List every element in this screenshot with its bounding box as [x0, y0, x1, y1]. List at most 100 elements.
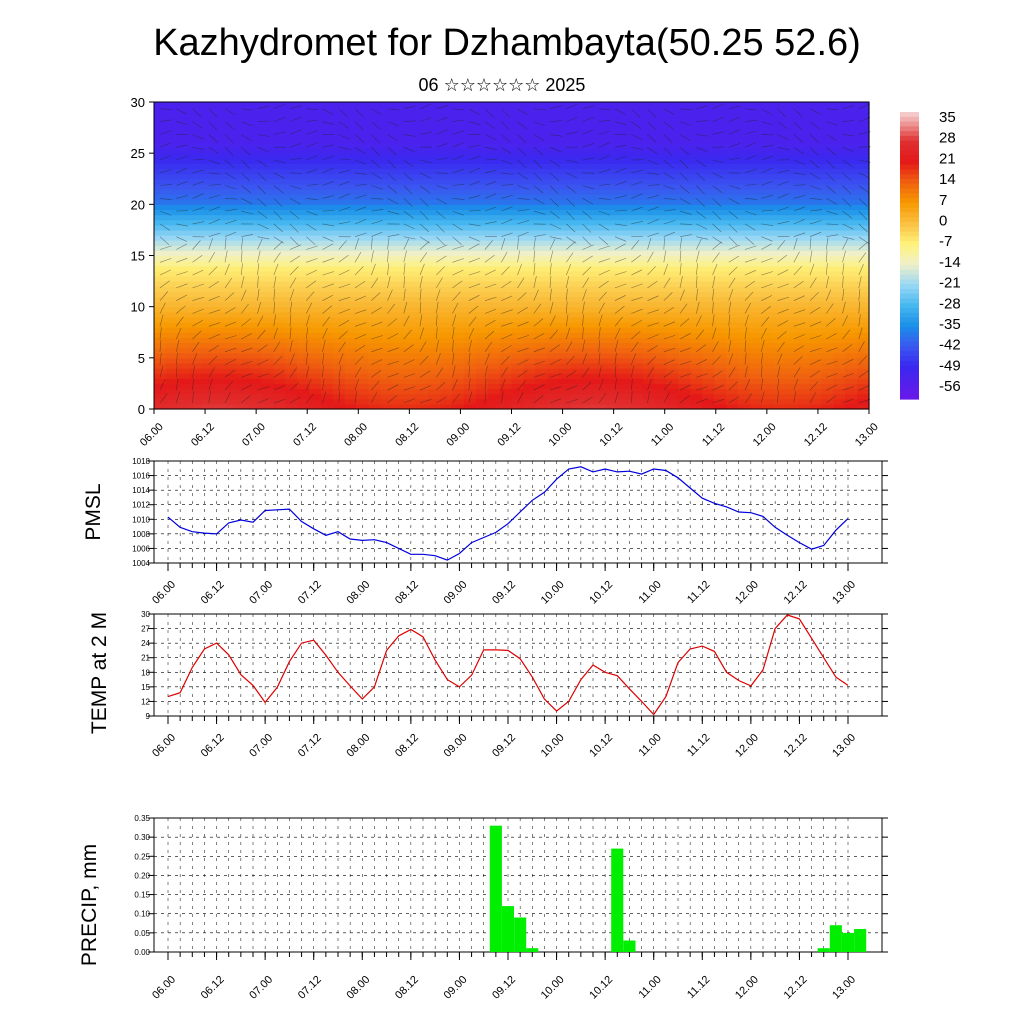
heat-cell — [451, 311, 465, 318]
heat-cell — [404, 383, 417, 390]
heat-cell — [308, 337, 322, 344]
heat-cell — [177, 357, 191, 364]
heat-cell — [344, 296, 358, 303]
heat-cell — [440, 275, 453, 282]
heat-cell — [630, 229, 644, 236]
heat-cell — [642, 137, 656, 144]
heat-cell — [535, 311, 548, 318]
heat-cell — [809, 322, 822, 328]
heat-cell — [690, 209, 703, 216]
wind-barb — [517, 359, 529, 365]
wind-barb — [777, 296, 790, 301]
heat-cell — [547, 342, 560, 349]
heat-cell — [559, 173, 572, 180]
heat-cell — [499, 342, 513, 349]
heat-cell — [332, 378, 346, 385]
heat-cell — [654, 352, 668, 359]
heat-cell — [654, 199, 668, 205]
heat-cell — [392, 188, 405, 195]
wind-barb — [696, 146, 708, 152]
heat-cell — [797, 132, 811, 139]
heat-cell — [225, 393, 239, 400]
heat-cell — [332, 229, 346, 236]
heat-cell — [821, 235, 834, 241]
wind-barb — [436, 381, 446, 391]
heat-cell — [475, 316, 489, 323]
wind-barb — [436, 185, 448, 190]
heat-cell — [285, 148, 298, 154]
wind-barb — [436, 396, 447, 404]
heat-cell — [714, 235, 727, 241]
heat-cell — [571, 235, 584, 241]
heat-cell — [761, 362, 775, 369]
heat-cell — [785, 270, 799, 277]
y-tick-label: 1008 — [132, 530, 150, 539]
heat-cell — [654, 194, 668, 200]
heat-cell — [404, 388, 417, 395]
heat-cell — [594, 107, 608, 113]
heat-cell — [594, 117, 608, 124]
heat-cell — [261, 332, 274, 338]
heat-cell — [702, 327, 715, 333]
heat-cell — [428, 301, 441, 308]
heat-cell — [559, 168, 572, 175]
wind-barb — [647, 391, 650, 404]
wind-barb — [208, 146, 219, 154]
heat-cell — [654, 322, 668, 328]
heat-cell — [154, 229, 167, 236]
heat-cell — [308, 199, 322, 205]
wind-barb — [501, 266, 510, 276]
heat-cell — [571, 178, 584, 185]
heat-cell — [749, 362, 763, 369]
wind-barb — [176, 283, 188, 289]
heat-cell — [761, 219, 775, 226]
heat-cell — [785, 235, 799, 241]
heat-cell — [630, 188, 644, 195]
wind-barb — [777, 254, 788, 263]
heat-cell — [583, 270, 596, 277]
heat-cell — [749, 219, 763, 226]
heat-cell — [702, 337, 715, 344]
heat-cell — [392, 275, 405, 282]
heat-cell — [344, 378, 358, 385]
heat-cell — [189, 102, 203, 108]
heat-cell — [559, 352, 572, 359]
wind-barb — [387, 276, 391, 288]
wind-barb — [517, 381, 526, 391]
heat-cell — [583, 148, 596, 154]
heat-cell — [666, 107, 679, 113]
heat-cell — [857, 209, 870, 216]
heat-cell — [547, 199, 560, 205]
heat-cell — [273, 183, 286, 190]
wind-barb — [566, 355, 575, 365]
heat-cell — [189, 229, 203, 236]
heat-cell — [737, 306, 751, 313]
heat-cell — [201, 163, 215, 170]
heat-cell — [714, 188, 727, 195]
heat-cell — [475, 281, 489, 287]
heat-cell — [308, 393, 322, 400]
heat-cell — [273, 117, 286, 124]
heat-cell — [690, 173, 703, 180]
wind-barb — [289, 223, 299, 233]
heat-cell — [726, 199, 739, 205]
heat-cell — [654, 178, 668, 185]
heat-cell — [416, 235, 429, 241]
heat-cell — [297, 337, 310, 344]
heat-cell — [177, 398, 191, 405]
heat-cell — [785, 368, 799, 374]
heat-cell — [308, 194, 322, 200]
heat-cell — [845, 403, 858, 410]
heat-cell — [618, 342, 632, 349]
heat-cell — [678, 122, 691, 129]
heat-cell — [440, 337, 453, 344]
colorbar-label: 35 — [939, 109, 956, 126]
heat-cell — [678, 132, 691, 139]
heat-cell — [201, 337, 215, 344]
wind-barb — [208, 355, 218, 365]
heat-cell — [273, 112, 286, 118]
heat-cell — [332, 122, 346, 129]
heat-cell — [678, 235, 691, 241]
heat-cell — [761, 306, 775, 313]
heat-cell — [475, 168, 489, 175]
